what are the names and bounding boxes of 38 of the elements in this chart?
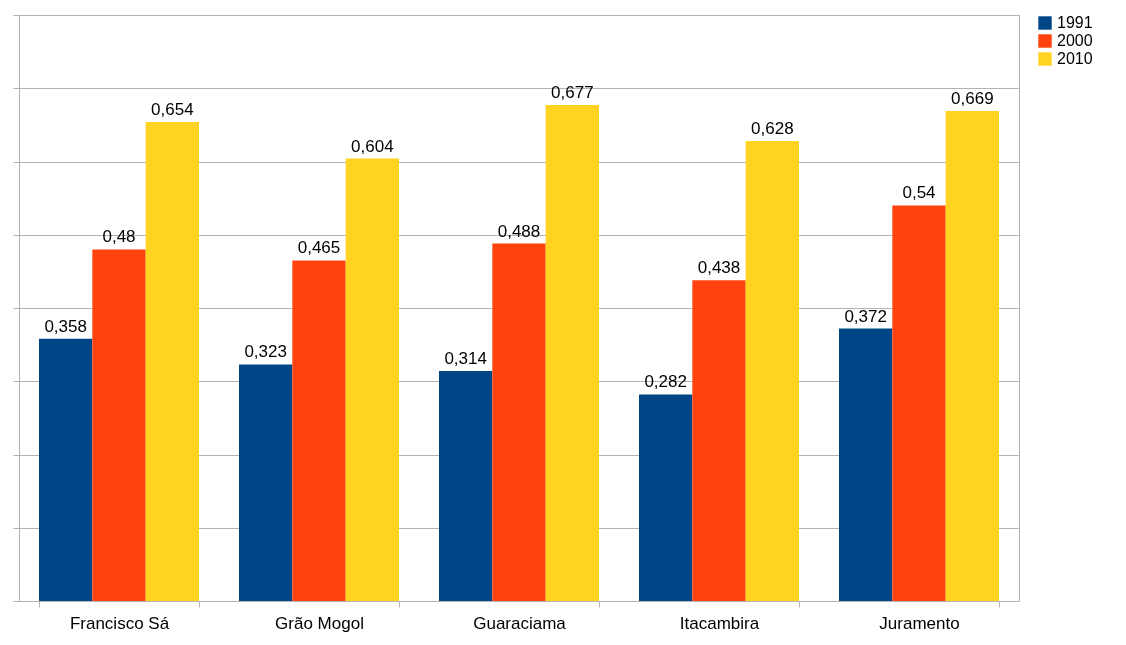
bar — [239, 364, 293, 601]
bar — [292, 260, 346, 601]
data-label: 0,654 — [151, 99, 194, 119]
data-label: 0,48 — [102, 227, 136, 247]
bar — [145, 121, 199, 601]
data-label: 0,372 — [844, 306, 887, 326]
x-tick-label: Francisco Sá — [69, 613, 170, 633]
data-label: 0,314 — [444, 348, 487, 368]
bar — [345, 158, 399, 601]
bar — [839, 328, 893, 601]
data-label: 0,604 — [351, 136, 394, 156]
data-label: 0,438 — [697, 258, 741, 278]
data-label: 0,323 — [244, 342, 287, 362]
bar — [692, 280, 746, 601]
data-label: 0,282 — [644, 372, 687, 392]
x-tick-label: Guaraciama — [473, 613, 567, 633]
legend-label: 2000 — [1057, 32, 1093, 49]
legend-label: 1991 — [1057, 14, 1093, 31]
data-label: 0,54 — [902, 183, 936, 203]
x-tick-label: Itacambira — [679, 613, 760, 633]
data-label: 0,488 — [497, 221, 541, 241]
bar — [639, 394, 693, 601]
data-label: 0,358 — [44, 316, 87, 336]
bar — [945, 110, 999, 601]
bar — [545, 105, 599, 601]
bar — [439, 371, 493, 601]
bar — [92, 249, 146, 601]
bar — [39, 338, 93, 601]
legend-label: 2010 — [1057, 50, 1093, 67]
x-tick-label: Juramento — [879, 613, 960, 633]
bar — [892, 205, 946, 601]
x-tick-label: Grão Mogol — [275, 613, 364, 633]
bar — [492, 243, 546, 601]
data-label: 0,669 — [951, 88, 994, 108]
data-label: 0,628 — [751, 118, 794, 138]
bar — [745, 140, 799, 601]
data-label: 0,465 — [297, 238, 341, 258]
data-label: 0,677 — [551, 83, 594, 103]
